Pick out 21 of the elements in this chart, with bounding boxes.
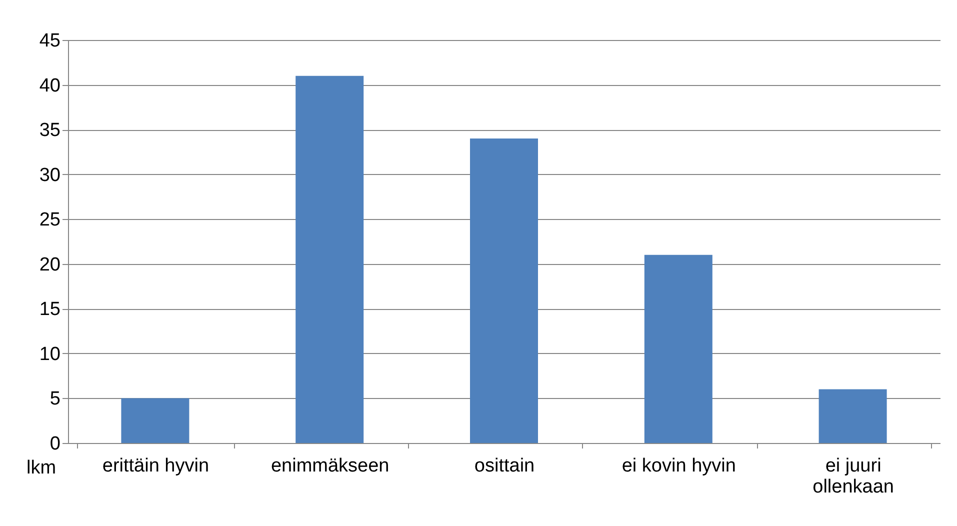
y-tick-label: 30	[39, 164, 60, 186]
y-tick-label: 25	[39, 210, 60, 231]
bar	[470, 138, 538, 443]
x-tick-label: erittäin hyvin	[102, 456, 210, 476]
y-tick-label: 15	[39, 299, 60, 320]
y-tick-label: 10	[39, 344, 60, 365]
x-tick-label: enimmäkseen	[270, 456, 390, 476]
y-axis-title: lkm	[26, 458, 56, 478]
bar	[644, 254, 712, 443]
x-tick-label: ei kovin hyvin	[622, 456, 736, 476]
bar	[818, 389, 887, 443]
y-tick-label: 0	[50, 434, 60, 454]
y-tick-label: 35	[39, 120, 60, 142]
y-tick-label: 40	[39, 75, 60, 96]
y-tick-label: 20	[39, 254, 60, 276]
x-tick-label: osittain	[474, 456, 535, 476]
x-tick-label: ei juuri ollenkaan	[812, 456, 894, 498]
bar	[296, 76, 364, 443]
bar	[121, 398, 190, 443]
y-tick-label: 5	[50, 388, 60, 410]
y-tick-label: 45	[39, 30, 60, 52]
